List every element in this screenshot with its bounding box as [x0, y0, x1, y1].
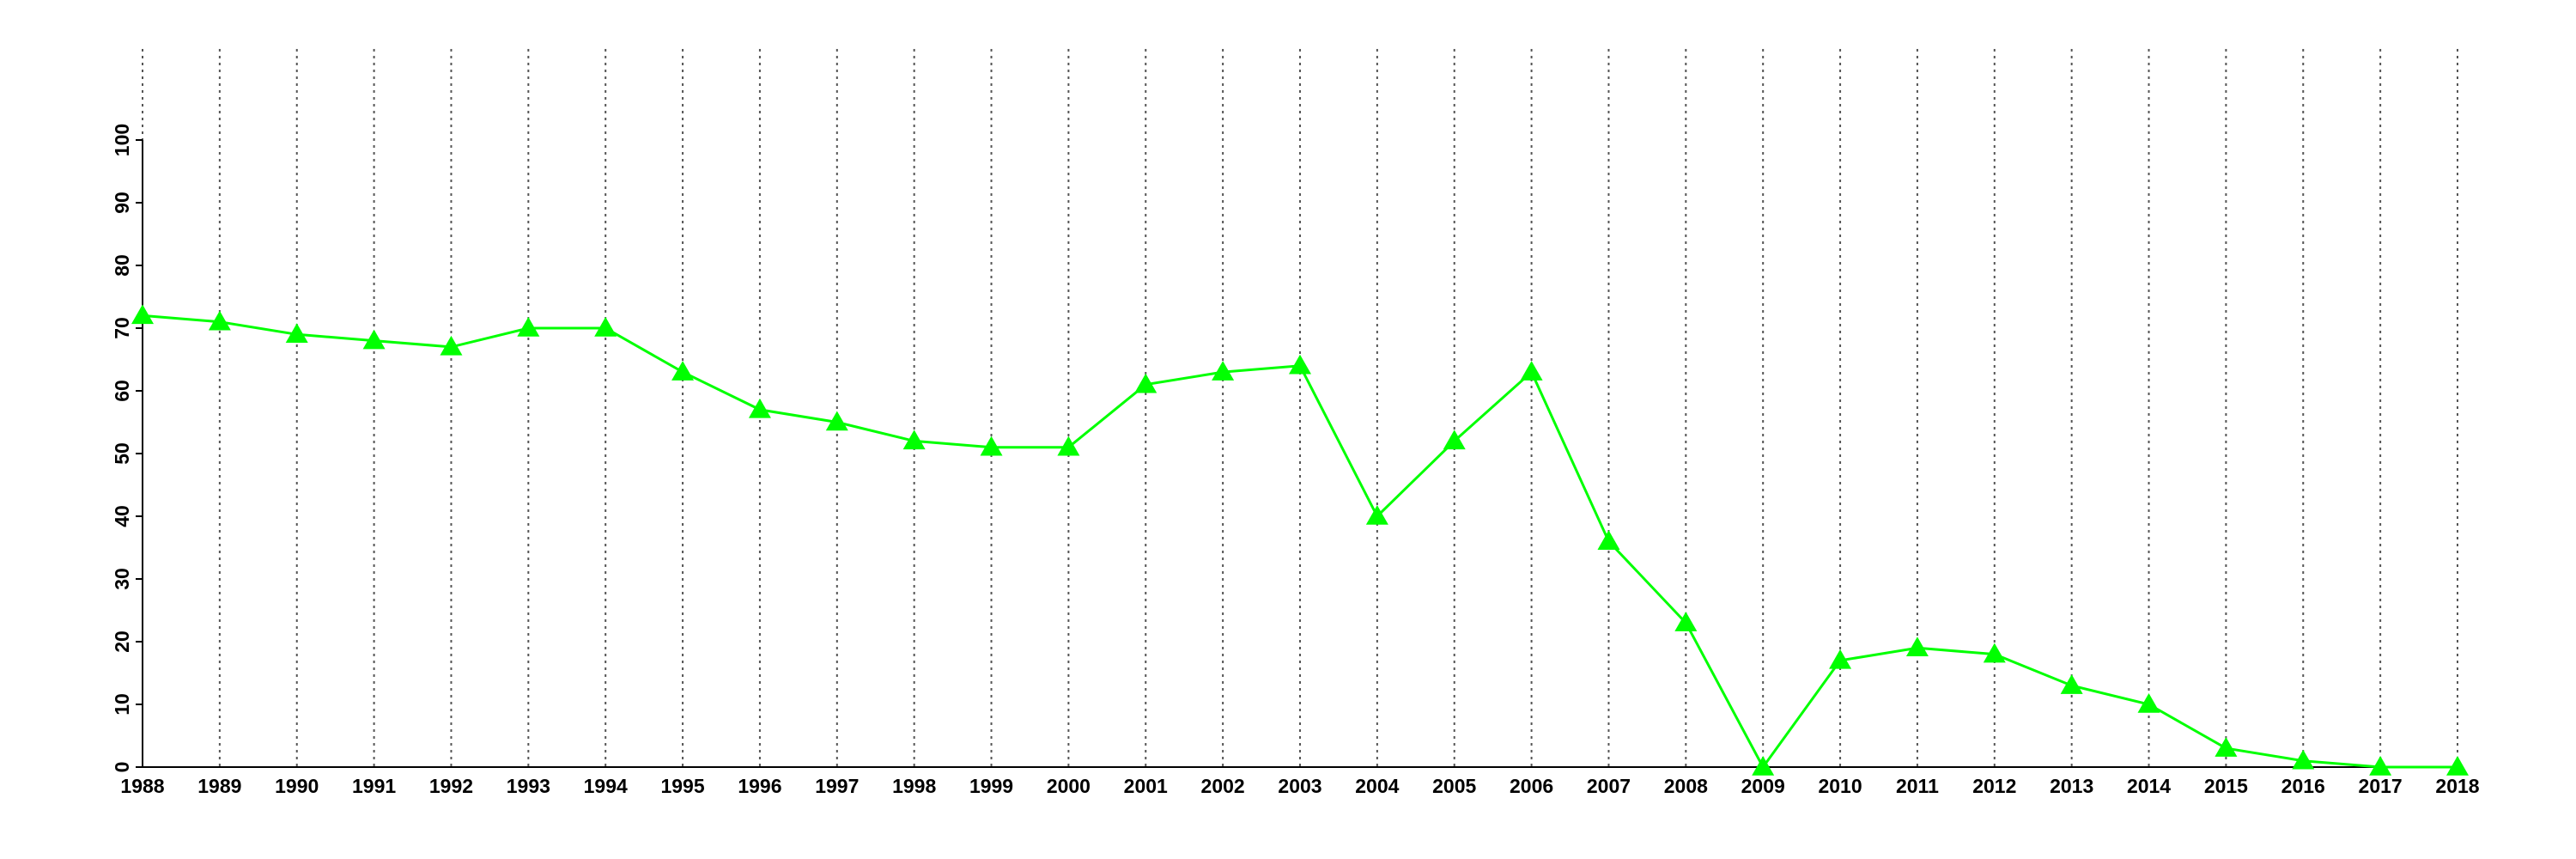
data-marker	[1752, 756, 1775, 776]
data-marker	[1520, 361, 1543, 381]
data-marker	[2292, 749, 2315, 770]
y-tick-label: 50	[111, 442, 133, 465]
y-tick-label: 60	[111, 380, 133, 402]
data-marker	[1134, 373, 1157, 393]
data-marker	[825, 411, 848, 431]
data-marker	[748, 398, 771, 418]
x-tick-label: 2001	[1124, 775, 1168, 797]
y-tick-label: 90	[111, 192, 133, 214]
x-tick-label: 1988	[120, 775, 164, 797]
y-tick-label: 40	[111, 505, 133, 527]
data-marker	[1443, 430, 1466, 450]
data-marker	[2137, 693, 2160, 713]
y-tick-label: 80	[111, 254, 133, 277]
data-marker	[362, 329, 386, 350]
x-tick-label: 2014	[2127, 775, 2171, 797]
data-marker	[594, 317, 617, 337]
x-tick-label: 2004	[1355, 775, 1399, 797]
x-tick-label: 2009	[1741, 775, 1785, 797]
x-tick-label: 2005	[1432, 775, 1476, 797]
data-line	[142, 314, 2458, 770]
x-tick-label: 2017	[2359, 775, 2403, 797]
x-tick-label: 2013	[2050, 775, 2093, 797]
x-tick-label: 1996	[738, 775, 781, 797]
data-marker	[2060, 674, 2083, 694]
x-tick-label: 1998	[892, 775, 936, 797]
x-tick-label: 2015	[2204, 775, 2248, 797]
data-marker	[1597, 530, 1620, 550]
x-tick-label: 2006	[1510, 775, 1553, 797]
data-marker	[440, 335, 463, 356]
data-marker	[1212, 361, 1235, 381]
data-marker	[285, 323, 308, 344]
data-marker	[671, 361, 695, 381]
x-tick-label: 1992	[429, 775, 473, 797]
x-tick-label: 2010	[1818, 775, 1862, 797]
y-tick-label: 0	[111, 762, 133, 773]
x-tick-label: 1990	[275, 775, 319, 797]
x-tick-label: 2012	[1972, 775, 2016, 797]
data-marker	[1674, 612, 1698, 631]
y-tick-label: 20	[111, 631, 133, 653]
x-tick-label: 2016	[2281, 775, 2325, 797]
data-marker	[1057, 436, 1080, 456]
x-tick-label: 2008	[1664, 775, 1708, 797]
data-marker	[1905, 637, 1929, 657]
x-tick-label: 2002	[1201, 775, 1245, 797]
y-tick-label: 30	[111, 568, 133, 590]
data-marker	[1983, 643, 2006, 663]
data-marker	[2215, 737, 2238, 757]
data-marker	[1829, 649, 1852, 669]
x-tick-label: 2003	[1278, 775, 1321, 797]
x-tick-label: 2018	[2435, 775, 2479, 797]
x-tick-label: 2000	[1047, 775, 1091, 797]
x-tick-label: 1993	[507, 775, 550, 797]
data-marker	[517, 317, 540, 337]
x-tick-label: 2011	[1896, 775, 1939, 797]
x-tick-label: 1991	[352, 775, 396, 797]
y-tick-label: 70	[111, 317, 133, 339]
data-marker	[902, 430, 926, 450]
x-tick-label: 1994	[584, 775, 628, 797]
x-tick-label: 1997	[815, 775, 859, 797]
x-tick-label: 1999	[969, 775, 1013, 797]
data-marker	[131, 304, 154, 325]
x-tick-label: 1989	[197, 775, 241, 797]
data-marker	[208, 310, 231, 331]
x-tick-label: 2007	[1587, 775, 1631, 797]
data-marker	[980, 436, 1003, 456]
data-marker	[2446, 756, 2469, 776]
data-marker	[1365, 505, 1388, 525]
y-tick-label: 10	[111, 693, 133, 716]
data-marker	[1289, 354, 1311, 375]
y-tick-label: 100	[111, 124, 133, 156]
data-marker	[2369, 756, 2392, 776]
x-tick-label: 1995	[660, 775, 704, 797]
